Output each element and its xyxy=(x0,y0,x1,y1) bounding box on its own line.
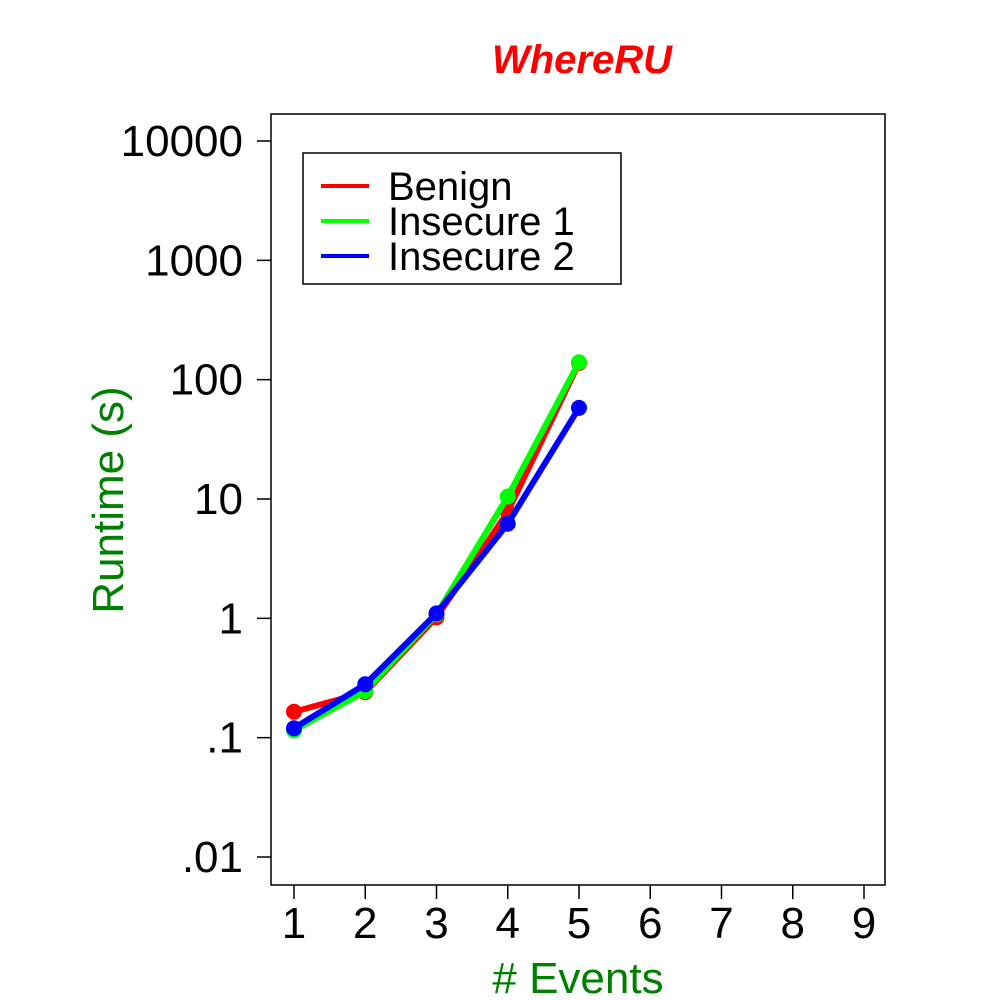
x-tick-label: 8 xyxy=(781,899,805,948)
series-line xyxy=(292,360,582,734)
x-tick-label: 4 xyxy=(496,899,520,948)
data-point xyxy=(499,515,516,532)
chart-title: WhereRU xyxy=(492,38,673,82)
data-point xyxy=(286,720,302,737)
y-tick-label: 1 xyxy=(219,594,243,643)
series-1 xyxy=(286,354,587,720)
x-tick-label: 3 xyxy=(424,899,448,948)
x-tick-label: 7 xyxy=(709,899,733,948)
x-tick-label: 9 xyxy=(852,899,876,948)
data-point xyxy=(286,703,302,720)
data-point xyxy=(499,488,516,505)
x-tick-label: 5 xyxy=(567,899,591,948)
y-tick-label: .1 xyxy=(206,714,243,763)
x-axis-title: # Events xyxy=(492,954,663,1000)
data-point xyxy=(571,354,587,371)
data-point xyxy=(357,676,374,693)
series-2 xyxy=(286,354,587,739)
legend-label: Benign xyxy=(388,165,513,209)
y-tick-label: .01 xyxy=(182,833,243,882)
y-tick-label: 10 xyxy=(194,475,243,524)
series-line xyxy=(293,361,582,715)
data-point xyxy=(571,399,587,416)
x-tick-label: 2 xyxy=(353,899,377,948)
legend-label: Insecure 1 xyxy=(388,200,575,244)
x-tick-label: 6 xyxy=(638,899,662,948)
data-point xyxy=(428,605,445,622)
series-layer xyxy=(286,354,587,739)
y-tick-label: 10000 xyxy=(121,117,243,166)
y-tick-label: 100 xyxy=(170,356,243,405)
y-axis-title: Runtime (s) xyxy=(84,386,133,613)
y-tick-label: 1000 xyxy=(145,236,243,285)
legend-label: Insecure 2 xyxy=(388,235,575,279)
y-axis: .01 .1 1 10 100 1000 10000 xyxy=(121,117,271,882)
x-tick-label: 1 xyxy=(282,899,306,948)
series-3 xyxy=(286,399,587,737)
legend-box xyxy=(302,152,622,285)
